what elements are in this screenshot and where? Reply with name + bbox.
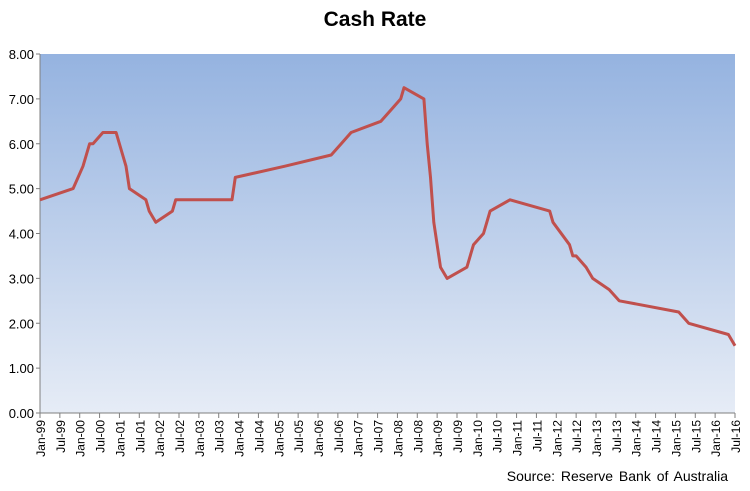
x-tick-label: Jan-16 (709, 420, 723, 457)
x-tick-label: Jul-05 (292, 420, 306, 453)
x-tick-label: Jan-03 (193, 420, 207, 457)
x-tick-label: Jul-09 (451, 420, 465, 453)
y-tick-label: 2.00 (9, 316, 34, 331)
x-tick-label: Jul-12 (570, 420, 584, 453)
x-tick-label: Jan-11 (511, 420, 525, 456)
x-tick-label: Jan-15 (669, 420, 683, 457)
x-tick-label: Jan-04 (233, 420, 247, 457)
cash-rate-series-line (39, 86, 737, 347)
x-tick-label: Jan-02 (153, 420, 167, 457)
x-tick-label: Jul-08 (411, 420, 425, 453)
x-tick-label: Jan-01 (113, 420, 127, 457)
x-tick-label: Jan-09 (431, 420, 445, 457)
source-note: Source: Reserve Bank of Australia (506, 468, 728, 484)
x-tick-label: Jan-10 (471, 420, 485, 457)
x-tick-label: Jan-14 (630, 420, 644, 457)
x-tick-label: Jul-16 (729, 420, 743, 453)
x-tick-label: Jul-04 (252, 420, 266, 453)
x-tick-label: Jan-00 (74, 420, 88, 457)
x-tick-label: Jan-06 (312, 420, 326, 457)
x-tick-label: Jul-10 (491, 420, 505, 453)
x-tick-label: Jul-06 (332, 420, 346, 453)
x-tick-label: Jan-99 (34, 420, 48, 457)
x-tick-label: Jul-99 (54, 420, 68, 453)
x-tick-label: Jul-07 (372, 420, 386, 453)
x-tick-label: Jul-02 (173, 420, 187, 453)
x-tick-label: Jul-03 (213, 420, 227, 453)
y-tick-label: 7.00 (9, 92, 34, 107)
y-tick-label: 4.00 (9, 227, 34, 242)
x-tick-label: Jul-14 (650, 420, 664, 453)
plot-background (40, 54, 735, 413)
x-tick-label: Jan-05 (272, 420, 286, 457)
x-tick-label: Jan-07 (352, 420, 366, 457)
x-tick-label: Jul-11 (530, 420, 544, 452)
x-tick-label: Jul-01 (133, 420, 147, 453)
chart-title: Cash Rate (323, 8, 427, 31)
y-tick-label: 5.00 (9, 182, 34, 197)
x-axis: Jan-99 Jul-99 Jan-00 Jul-00 Jan-01 Jul-01 Jan-… (34, 412, 743, 457)
x-tick-label: Jan-13 (590, 420, 604, 457)
y-tick-label: 3.00 (9, 271, 34, 286)
x-tick-label: Jul-00 (94, 420, 108, 453)
x-tick-label: Jan-12 (550, 420, 564, 457)
x-tick-label: Jan-08 (391, 420, 405, 457)
x-tick-label: Jul-15 (689, 420, 703, 453)
y-tick-label: 1.00 (9, 361, 34, 376)
x-tick-label: Jul-13 (610, 420, 624, 453)
y-tick-label: 6.00 (9, 137, 34, 152)
y-tick-label: 8.00 (9, 47, 34, 62)
y-axis: 0.00 1.00 2.00 3.00 4.00 5.00 6.00 7.00 8.00 (9, 47, 41, 421)
y-tick-label: 0.00 (9, 406, 34, 421)
